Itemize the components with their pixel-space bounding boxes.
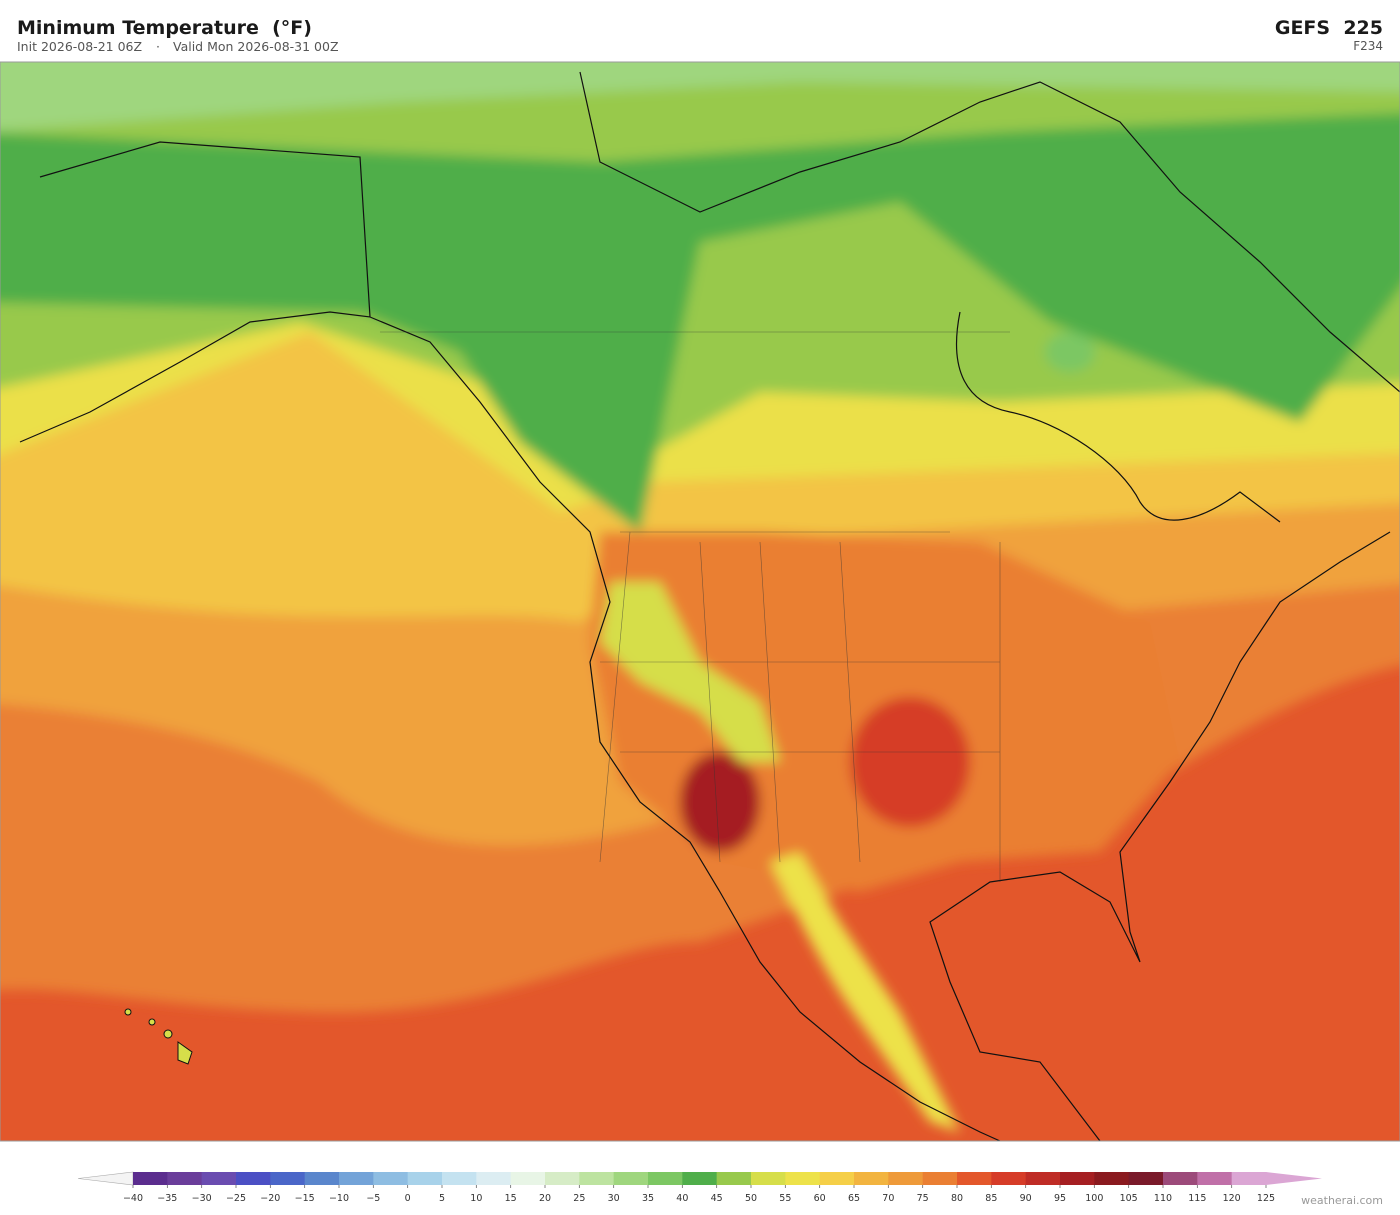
- colorbar-tick-label: 10: [470, 1193, 482, 1204]
- field-band: [0, 112, 1400, 532]
- colorbar-tick-label: 75: [917, 1193, 929, 1204]
- colorbar-tick-label: −10: [329, 1193, 349, 1204]
- colorbar-tick-label: 70: [882, 1193, 894, 1204]
- colorbar-tick-label: 30: [608, 1193, 620, 1204]
- colorbar-segment: [1231, 1172, 1267, 1185]
- colorbar-segment: [579, 1172, 615, 1185]
- colorbar-segment: [716, 1172, 752, 1185]
- colorbar-segment: [819, 1172, 855, 1185]
- colorbar-tick-label: 45: [711, 1193, 723, 1204]
- colorbar-segment: [1163, 1172, 1198, 1185]
- colorbar-segment: [922, 1172, 958, 1185]
- colorbar-segment: [373, 1172, 409, 1185]
- colorbar-segment: [1128, 1172, 1164, 1185]
- field-blob: [680, 752, 760, 852]
- colorbar-tick-label: −20: [260, 1193, 280, 1204]
- colorbar-segment: [854, 1172, 889, 1185]
- colorbar-segment: [442, 1172, 477, 1185]
- colorbar-segment: [888, 1172, 924, 1185]
- colorbar-segment: [1197, 1172, 1233, 1185]
- colorbar-tick-label: 80: [951, 1193, 963, 1204]
- colorbar-segment: [407, 1172, 443, 1185]
- colorbar-segment: [1094, 1172, 1130, 1185]
- colorbar-tick-label: 55: [779, 1193, 791, 1204]
- colorbar-segment: [957, 1172, 992, 1185]
- colorbar-tick-label: 105: [1120, 1193, 1138, 1204]
- colorbar-segment: [270, 1172, 306, 1185]
- colorbar-segment: [785, 1172, 821, 1185]
- colorbar-segment: [991, 1172, 1027, 1185]
- colorbar-segment: [133, 1172, 168, 1185]
- colorbar-tick-label: 85: [985, 1193, 997, 1204]
- colorbar-tick-label: 115: [1188, 1193, 1206, 1204]
- field-band: [770, 852, 960, 1132]
- colorbar-tick-label: 65: [848, 1193, 860, 1204]
- forecast-hour: F234: [1353, 39, 1383, 53]
- colorbar-tick-label: −40: [123, 1193, 143, 1204]
- field-blob: [850, 697, 970, 827]
- colorbar-tick-label: 25: [573, 1193, 585, 1204]
- colorbar-tick-label: 95: [1054, 1193, 1066, 1204]
- colorbar-tick-label: −15: [295, 1193, 315, 1204]
- colorbar-segment: [339, 1172, 374, 1185]
- colorbar-tick-label: 20: [539, 1193, 551, 1204]
- separator: ·: [156, 39, 160, 54]
- colorbar-segment: [682, 1172, 718, 1185]
- colorbar-segment: [751, 1172, 786, 1185]
- map: [0, 62, 1400, 1142]
- colorbar-tick-label: 35: [642, 1193, 654, 1204]
- field-band: [0, 62, 1400, 131]
- credit: weatherai.com: [1301, 1194, 1383, 1207]
- init-time: Init 2026-08-21 06Z: [17, 39, 142, 54]
- colorbar-tick-label: 15: [505, 1193, 517, 1204]
- colorbar-tick-label: 0: [405, 1193, 411, 1204]
- coastline: [19, 71, 1400, 1142]
- colorbar-tick-label: 5: [439, 1193, 445, 1204]
- colorbar-tick-label: 120: [1223, 1193, 1241, 1204]
- colorbar-tick-label: −35: [157, 1193, 177, 1204]
- map-frame: [0, 61, 1400, 1142]
- colorbar-segment: [1025, 1172, 1061, 1185]
- field-band: [600, 582, 780, 762]
- colorbar-tick-label: −25: [226, 1193, 246, 1204]
- colorbar-segment: [236, 1172, 271, 1185]
- colorbar-over: [1266, 1172, 1322, 1185]
- colorbar-tick-label: 60: [814, 1193, 826, 1204]
- colorbar-segment: [545, 1172, 580, 1185]
- colorbar-segment: [201, 1172, 237, 1185]
- colorbar-segment: [167, 1172, 203, 1185]
- colorbar-tick-label: 50: [745, 1193, 757, 1204]
- temperature-field: [0, 62, 1400, 1141]
- colorbar-segment: [476, 1172, 512, 1185]
- colorbar-tick-label: 125: [1257, 1193, 1275, 1204]
- borders: [380, 331, 1010, 882]
- colorbar-segment: [510, 1172, 546, 1185]
- colorbar-tick-label: 90: [1020, 1193, 1032, 1204]
- colorbar-tick-label: 40: [676, 1193, 688, 1204]
- colorbar-tick-label: −5: [366, 1193, 380, 1204]
- valid-time: Valid Mon 2026-08-31 00Z: [173, 39, 339, 54]
- colorbar-segment: [1060, 1172, 1095, 1185]
- title: Minimum Temperature (°F): [17, 17, 312, 39]
- hawaii: [124, 1008, 193, 1065]
- colorbar-segment: [648, 1172, 683, 1185]
- colorbar-tick-label: 100: [1085, 1193, 1103, 1204]
- colorbar-segment: [304, 1172, 340, 1185]
- colorbar-segment: [613, 1172, 649, 1185]
- model: GEFS 225: [1275, 17, 1383, 39]
- colorbar-under: [77, 1171, 134, 1186]
- colorbar-tick-label: −30: [192, 1193, 212, 1204]
- colorbar: −40 −35 −30 −25 −20 −15 −10 −5 0 5 10 15 20 25 30 35 40 4…: [77, 1171, 1322, 1204]
- field-blob: [1045, 332, 1095, 372]
- colorbar-tick-label: 110: [1154, 1193, 1172, 1204]
